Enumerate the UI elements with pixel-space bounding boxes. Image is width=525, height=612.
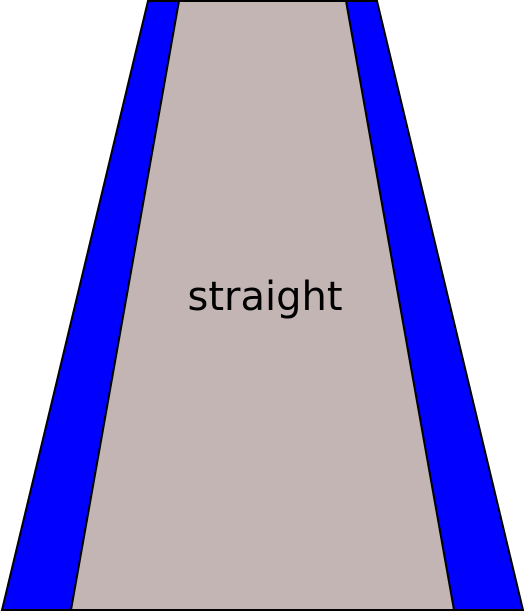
road-surface: [69, 0, 456, 611]
road-segment-label: straight: [187, 274, 342, 320]
